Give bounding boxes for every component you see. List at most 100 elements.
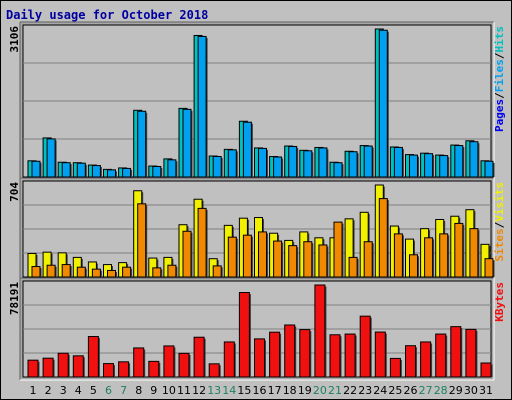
hits-files-files-bar-21	[333, 162, 343, 178]
kbytes-series-label: KBytes	[493, 282, 506, 322]
visits-sites-sites-bar-27	[424, 237, 434, 278]
visits-sites-sites-bar-1	[31, 266, 41, 278]
kbytes-kbytes-bar-6	[103, 363, 114, 378]
hits-files-files-bar-1	[31, 160, 41, 178]
kbytes-kbytes-bar-22	[344, 333, 356, 378]
visits-sites-sites-bar-30	[469, 228, 479, 278]
day-tick-31: 31	[479, 384, 493, 397]
hits-files-files-bar-14	[227, 149, 237, 178]
day-tick-27: 27	[419, 384, 433, 397]
kbytes-kbytes-bar-19	[299, 329, 311, 378]
kbytes-kbytes-bar-15	[238, 292, 250, 378]
kbytes-kbytes-bar-25	[389, 357, 401, 378]
day-tick-7: 7	[120, 384, 127, 397]
hits-files-files-bar-20	[318, 147, 328, 178]
hits-files-files-bar-16	[258, 147, 267, 178]
kbytes-kbytes-bar-1	[27, 359, 39, 378]
kbytes-kbytes-bar-3	[57, 352, 69, 378]
visits-sites-sites-bar-25	[393, 233, 403, 278]
day-tick-15: 15	[237, 384, 251, 397]
kbytes-kbytes-bar-4	[72, 355, 84, 378]
day-tick-19: 19	[298, 384, 312, 397]
visits-sites-sites-bar-21	[333, 221, 343, 278]
day-tick-9: 9	[150, 384, 157, 397]
hits-files-files-bar-24	[378, 29, 388, 178]
kbytes-kbytes-bar-12	[193, 336, 205, 378]
visits-sites-sites-bar-26	[409, 254, 418, 278]
kbytes-kbytes-bar-24	[374, 331, 386, 378]
kbytes-kbytes-bar-26	[405, 345, 416, 378]
hits-files-files-bar-31	[484, 160, 494, 178]
visits-sites-sites-bar-4	[76, 266, 86, 278]
kbytes-kbytes-bar-7	[118, 361, 130, 378]
kbytes-kbytes-bar-2	[42, 357, 54, 378]
visits-sites-series-label: Sites/Visits	[493, 182, 506, 262]
hits-files-files-bar-3	[61, 162, 71, 178]
day-tick-labels: 1 2 3 4 5 6 7 8 9 10 11 12 13 14 15 16 17 18 19 20 21 22 23 24 2…	[30, 384, 494, 397]
kbytes-kbytes-bar-28	[435, 333, 447, 378]
visits-sites-sites-bar-13	[212, 265, 222, 278]
hits-files-files-bar-15	[242, 121, 252, 178]
hits-files-label-part-3: Files	[493, 59, 506, 92]
visits-sites-label-part-2: /	[493, 221, 506, 228]
hits-files-files-bar-30	[469, 141, 479, 178]
visits-sites-sites-bar-10	[167, 264, 177, 278]
panel-kbytes: 78191 KBytes	[8, 277, 506, 381]
day-tick-12: 12	[192, 384, 206, 397]
hits-files-files-bar-9	[152, 166, 162, 178]
visits-sites-sites-bar-11	[182, 230, 192, 278]
day-tick-5: 5	[90, 384, 97, 397]
hits-files-label-part-2: /	[493, 92, 506, 99]
day-tick-26: 26	[404, 384, 418, 397]
chart-title: Daily usage for October 2018	[6, 8, 208, 22]
day-tick-18: 18	[283, 384, 297, 397]
visits-sites-sites-bar-23	[363, 241, 373, 278]
hits-files-files-bar-11	[182, 108, 192, 178]
kbytes-kbytes-bar-14	[223, 341, 235, 378]
hits-files-files-bar-8	[137, 110, 147, 178]
hits-files-files-bar-18	[288, 146, 298, 178]
visits-sites-sites-bar-18	[288, 245, 298, 278]
visits-sites-sites-bar-3	[61, 264, 71, 278]
day-tick-17: 17	[268, 384, 282, 397]
kbytes-kbytes-bar-16	[254, 338, 265, 378]
hits-files-files-bar-7	[122, 167, 132, 178]
kbytes-kbytes-bar-5	[87, 336, 99, 378]
kbytes-kbytes-bar-17	[269, 331, 281, 378]
hits-files-label-part-1: Pages	[493, 99, 506, 132]
day-tick-11: 11	[177, 384, 191, 397]
visits-sites-sites-bar-16	[258, 231, 267, 278]
visits-sites-sites-bar-17	[273, 240, 283, 278]
day-tick-21: 21	[328, 384, 342, 397]
day-tick-16: 16	[253, 384, 267, 397]
hits-files-files-bar-5	[91, 165, 101, 178]
visits-sites-max-label: 704	[8, 182, 21, 202]
kbytes-kbytes-bar-10	[163, 345, 175, 378]
day-tick-23: 23	[358, 384, 372, 397]
kbytes-kbytes-bar-30	[465, 328, 477, 378]
kbytes-kbytes-bar-18	[284, 324, 296, 378]
day-tick-2: 2	[45, 384, 52, 397]
kbytes-kbytes-bar-9	[148, 360, 160, 378]
kbytes-max-label: 78191	[8, 282, 21, 315]
hits-files-files-bar-4	[76, 162, 86, 178]
hits-files-files-bar-26	[409, 154, 418, 178]
hits-files-files-bar-17	[273, 156, 283, 178]
visits-sites-sites-bar-24	[378, 198, 388, 278]
kbytes-kbytes-bar-31	[480, 362, 492, 378]
kbytes-kbytes-bar-8	[133, 347, 145, 378]
hits-files-files-bar-13	[212, 156, 222, 178]
kbytes-kbytes-bar-27	[420, 341, 432, 378]
panel-visits-sites: 704 Sites/Visits	[8, 177, 506, 281]
visits-sites-sites-bar-12	[197, 207, 207, 278]
kbytes-kbytes-bar-13	[208, 363, 220, 378]
visits-sites-sites-bar-9	[152, 267, 162, 278]
visits-sites-sites-bar-7	[122, 266, 132, 278]
hits-files-label-part-5: Hits	[493, 26, 506, 53]
day-tick-20: 20	[313, 384, 327, 397]
hits-files-files-bar-28	[439, 155, 449, 178]
kbytes-kbytes-bar-29	[450, 326, 462, 378]
day-tick-1: 1	[30, 384, 37, 397]
